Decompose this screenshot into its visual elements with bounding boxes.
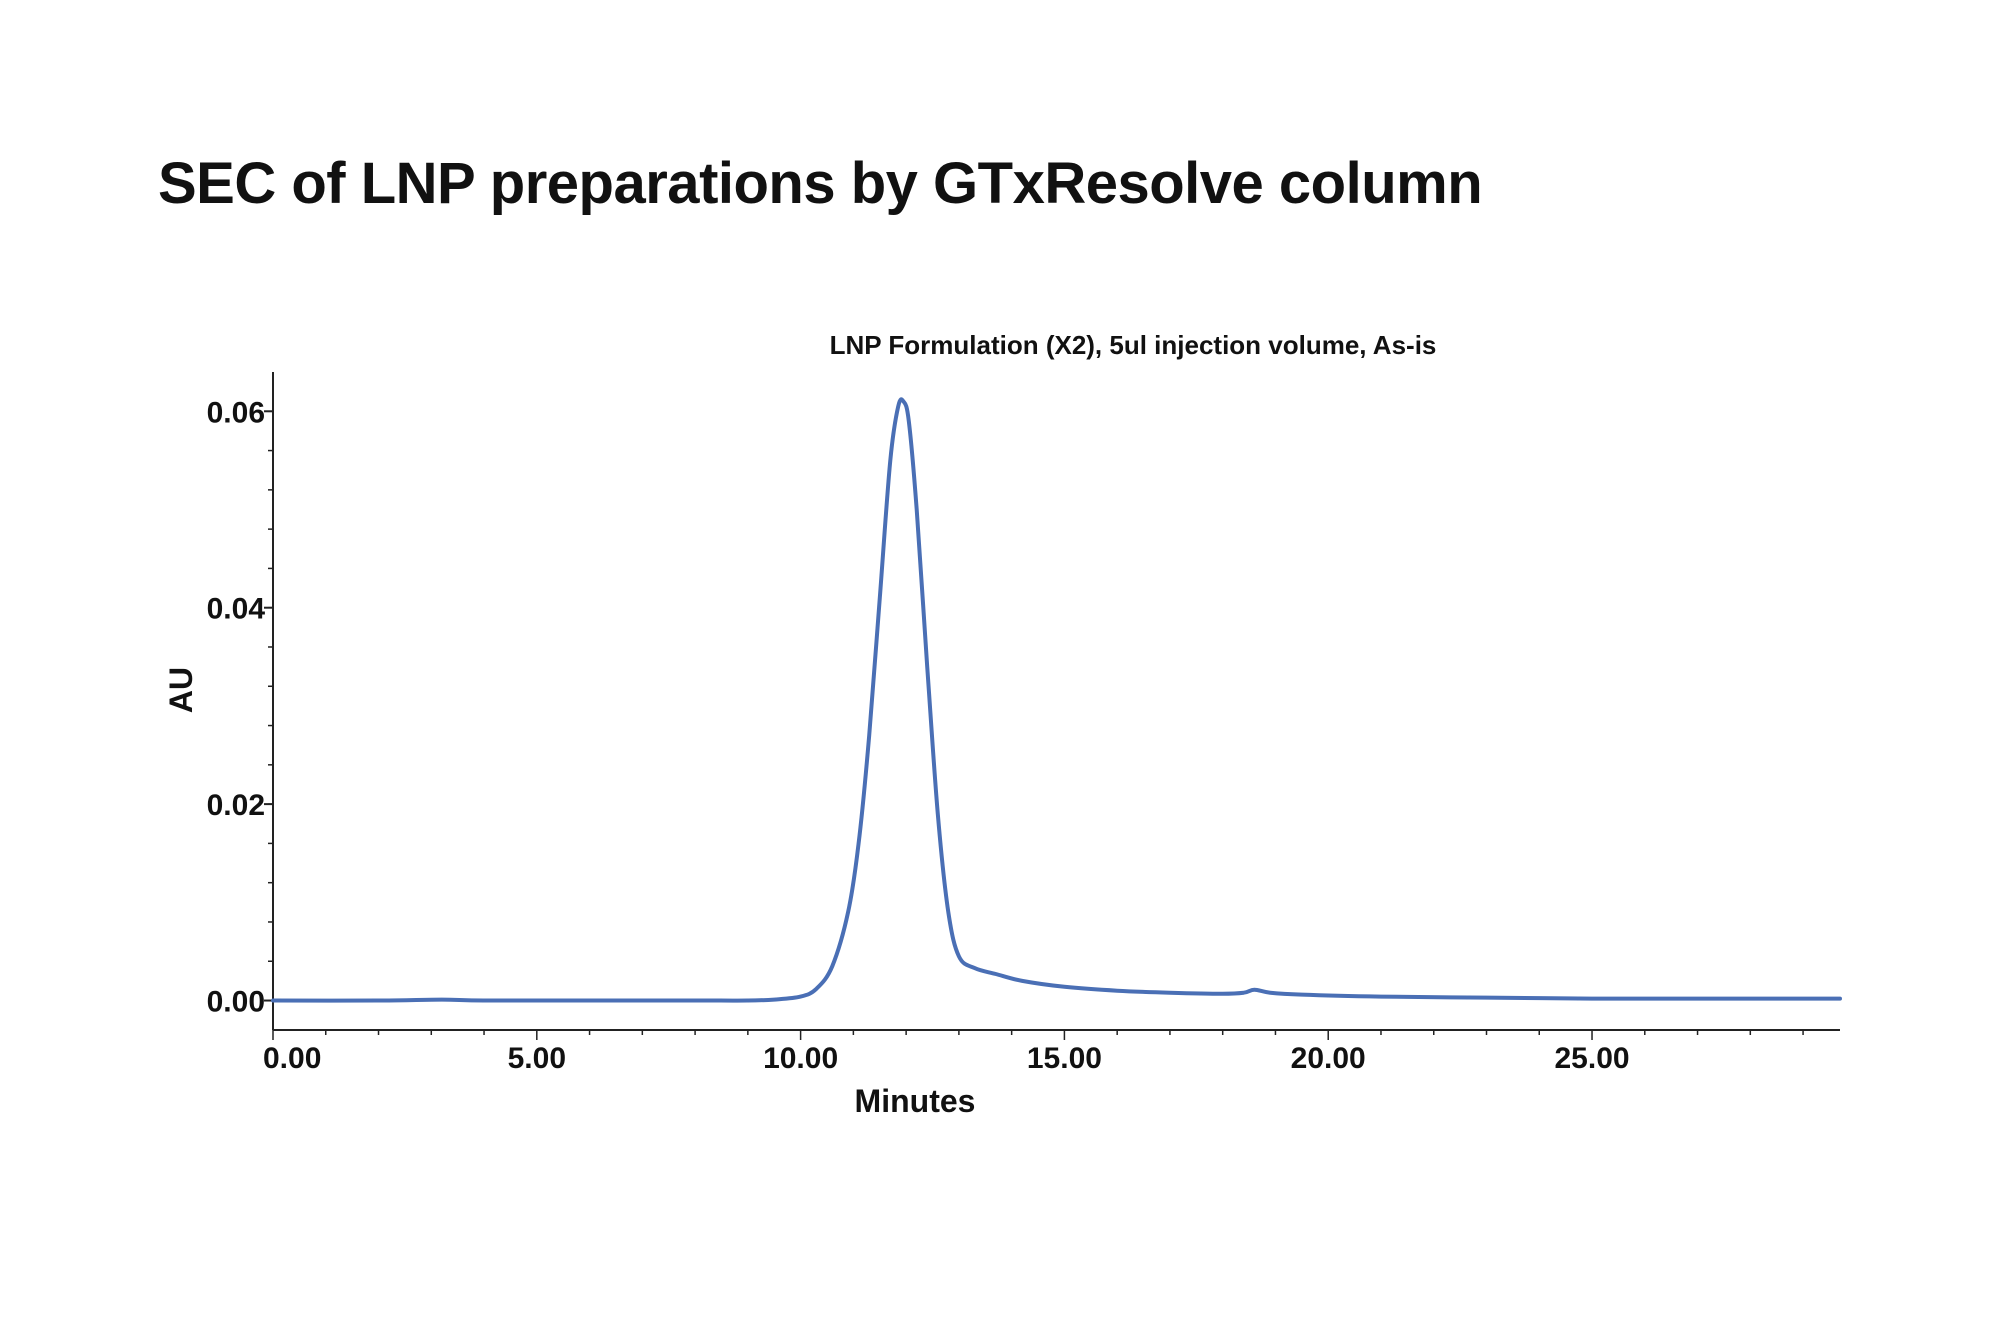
x-tick-label: 25.00: [1554, 1042, 1629, 1075]
x-tick-label: 15.00: [1027, 1042, 1102, 1075]
ticks: 0.00 5.00 10.00 15.00 20.00 25.00 0.00 0.02 0.04…: [207, 396, 1804, 1075]
series-line: [271, 397, 1842, 1003]
x-tick-label: 20.00: [1291, 1042, 1366, 1075]
y-tick-label: 0.06: [207, 396, 265, 429]
y-tick-label: 0.02: [207, 789, 265, 822]
y-tick-label: 0.04: [207, 593, 266, 626]
y-tick-label: 0.00: [207, 986, 265, 1019]
x-tick-label: 10.00: [763, 1042, 838, 1075]
axes: [272, 372, 1840, 1031]
x-axis-label: Minutes: [855, 1083, 976, 1119]
x-tick-label: 5.00: [508, 1042, 566, 1075]
x-tick-label: 0.00: [263, 1042, 321, 1075]
chart-title: LNP Formulation (X2), 5ul injection volu…: [830, 330, 1437, 360]
y-axis-label: AU: [163, 667, 199, 713]
page-title: SEC of LNP preparations by GTxResolve co…: [158, 151, 1483, 216]
